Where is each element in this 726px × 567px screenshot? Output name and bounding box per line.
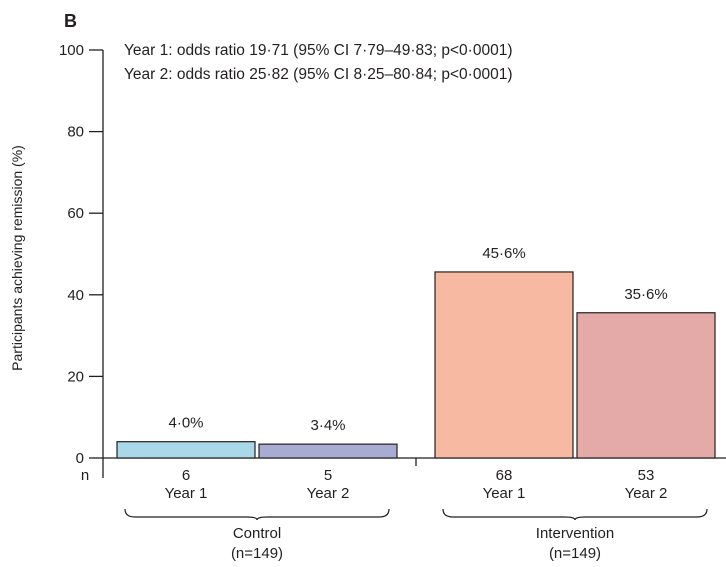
y-tick-label: 100 (59, 42, 84, 59)
y-tick-label: 40 (67, 287, 84, 304)
bar-n-label: 53 (638, 467, 655, 484)
bar-n-label: 68 (496, 467, 513, 484)
y-axis-label: Participants achieving remission (%) (9, 145, 25, 371)
bar-value-label: 3·4% (310, 417, 345, 434)
bar-category-label: Year 2 (307, 485, 350, 502)
bar-intervention-year-2 (576, 312, 716, 459)
group-label: Control (233, 525, 281, 542)
group-n-total: (n=149) (231, 545, 283, 562)
bar-control-year-1 (116, 441, 256, 459)
panel-label: B (64, 11, 77, 31)
group-brace (442, 508, 708, 521)
n-axis-label: n (81, 467, 89, 484)
bar-value-label: 45·6% (482, 245, 525, 262)
y-tick-label: 20 (67, 368, 84, 385)
bar-category-label: Year 1 (483, 485, 526, 502)
bar-n-label: 5 (324, 467, 332, 484)
annotation-year-2: Year 2: odds ratio 25·82 (95% CI 8·25–80… (124, 66, 512, 83)
bar-group (116, 271, 716, 459)
group-n-total: (n=149) (549, 545, 601, 562)
y-axis-ticks: 0 20 40 60 80 100 (59, 42, 104, 467)
y-tick-label: 80 (67, 124, 84, 141)
bar-value-label: 35·6% (624, 286, 667, 303)
y-tick-label: 0 (76, 450, 84, 467)
bar-category-label: Year 1 (165, 485, 208, 502)
annotation-year-1: Year 1: odds ratio 19·71 (95% CI 7·79–49… (124, 42, 512, 59)
bar-intervention-year-1 (434, 271, 574, 459)
bar-value-label: 4·0% (168, 415, 203, 432)
group-brace (124, 508, 390, 521)
bar-category-label: Year 2 (625, 485, 668, 502)
bar-control-year-2 (258, 443, 398, 459)
bar-n-label: 6 (182, 467, 190, 484)
y-tick-label: 60 (67, 205, 84, 222)
group-braces: Control (n=149) Intervention (n=149) (124, 508, 708, 562)
group-label: Intervention (536, 525, 614, 542)
